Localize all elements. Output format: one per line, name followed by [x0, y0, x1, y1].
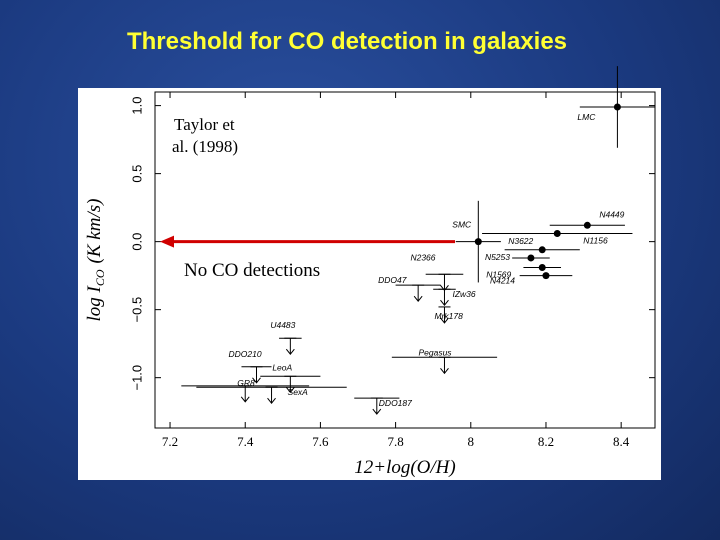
- point-label: SMC: [452, 220, 472, 230]
- y-tick-label: −0.5: [129, 297, 144, 323]
- point-label: DDO187: [379, 398, 412, 408]
- point-label: GR8: [237, 378, 255, 388]
- slide-title: Threshold for CO detection in galaxies: [126, 28, 568, 55]
- y-axis-label: log I: [84, 284, 105, 321]
- annotation: No CO detections: [184, 260, 320, 281]
- point-label: N1156: [583, 235, 608, 245]
- upper-limit-arrow: [372, 398, 382, 415]
- upper-limit-arrow: [285, 338, 295, 356]
- point-label: SexA: [288, 387, 309, 397]
- upper-limit-arrow: [413, 285, 423, 302]
- y-axis-label: log ICO (K km/s): [84, 199, 107, 322]
- x-axis-label: 12+log(O/H): [354, 457, 455, 478]
- plot-panel: [78, 88, 661, 480]
- upper-limit-arrow: [440, 306, 449, 324]
- y-tick-label: −1.0: [129, 365, 144, 391]
- point: [613, 103, 621, 111]
- x-tick-label: 8: [468, 434, 475, 449]
- point-label: N4214: [490, 276, 515, 286]
- point: [538, 246, 546, 254]
- x-tick-label: 7.4: [237, 434, 254, 449]
- y-tick-label: 0.0: [129, 233, 144, 251]
- x-tick-label: 7.6: [312, 434, 329, 449]
- point-label: LeoA: [272, 362, 292, 372]
- point-label: N1569: [486, 269, 511, 279]
- point: [542, 272, 550, 280]
- point-label: N5253: [485, 252, 510, 262]
- x-tick-label: 7.2: [162, 434, 178, 449]
- y-axis-label-sub: CO: [93, 269, 107, 286]
- point: [538, 263, 546, 271]
- point-label: N3622: [508, 236, 533, 246]
- point-label: IZw36: [452, 289, 475, 299]
- upper-limit-arrow: [440, 357, 449, 375]
- point-label: U4483: [270, 320, 295, 330]
- upper-limit-arrow: [240, 385, 250, 403]
- y-axis-label-unit: (K km/s): [84, 199, 105, 264]
- point-label: Mrk178: [434, 311, 463, 321]
- x-tick-label: 8.2: [538, 434, 554, 449]
- point: [583, 221, 591, 229]
- x-tick-label: 7.8: [387, 434, 403, 449]
- point: [527, 254, 535, 262]
- upper-limit-arrow: [252, 366, 261, 384]
- point-label: N4449: [599, 209, 624, 219]
- annotation: al. (1998): [172, 137, 238, 156]
- point-label: DDO47: [378, 275, 407, 285]
- upper-limit-arrow: [267, 387, 276, 404]
- upper-limit-arrow: [285, 376, 295, 394]
- threshold-arrowhead: [160, 235, 174, 248]
- point-label: Pegasus: [418, 347, 452, 357]
- y-tick-label: 0.5: [129, 165, 144, 183]
- point: [553, 229, 561, 237]
- point: [474, 238, 482, 246]
- point-label: DDO210: [229, 349, 262, 359]
- plot-frame: [154, 91, 656, 429]
- x-tick-label: 8.4: [613, 434, 630, 449]
- y-tick-label: 1.0: [129, 97, 144, 115]
- point-label: N2366: [410, 252, 435, 262]
- annotation: Taylor et: [174, 115, 235, 134]
- point-label: LMC: [577, 112, 596, 122]
- upper-limit-arrow: [440, 289, 449, 307]
